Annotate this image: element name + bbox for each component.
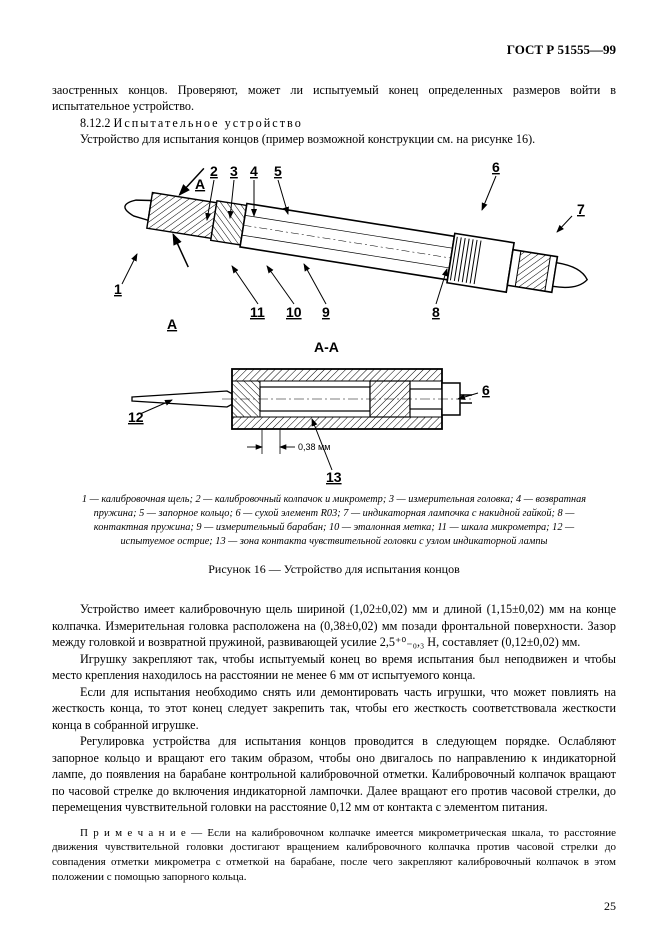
svg-text:6: 6 bbox=[492, 159, 500, 175]
figure-legend: 1 — калибровочная щель; 2 — калибровочны… bbox=[72, 493, 596, 549]
para-5: Игрушку закрепляют так, чтобы испытуемый… bbox=[52, 651, 616, 684]
para-6: Если для испытания необходимо снять или … bbox=[52, 684, 616, 733]
para-4: Устройство имеет калибровочную щель шири… bbox=[52, 601, 616, 650]
figure-caption: Рисунок 16 — Устройство для испытания ко… bbox=[52, 562, 616, 577]
top-assembly bbox=[117, 157, 595, 329]
svg-text:10: 10 bbox=[286, 304, 302, 320]
svg-text:5: 5 bbox=[274, 163, 282, 179]
para-2: 8.12.2 Испытательное устройство bbox=[52, 115, 616, 131]
section-aa: 0,38 мм 6 bbox=[132, 369, 490, 454]
figure-16: A A 2 3 4 5 6 7 1 11 10 9 8 bbox=[52, 154, 616, 489]
body-after: Устройство имеет калибровочную щель шири… bbox=[52, 601, 616, 815]
legend-text: 1 — калибровочная щель; 2 — калибровочны… bbox=[82, 494, 586, 547]
para-1: заостренных концов. Проверяют, может ли … bbox=[52, 82, 616, 115]
page-number: 25 bbox=[604, 899, 616, 914]
note-text: П р и м е ч а н и е — Если на калибровоч… bbox=[52, 826, 616, 885]
para-7: Регулировка устройства для испытания кон… bbox=[52, 733, 616, 815]
clause-title: Испытательное устройство bbox=[114, 116, 303, 130]
svg-text:7: 7 bbox=[577, 201, 585, 217]
note-block: П р и м е ч а н и е — Если на калибровоч… bbox=[52, 826, 616, 885]
svg-text:11: 11 bbox=[250, 304, 265, 320]
label-13: 13 bbox=[326, 469, 342, 485]
label-A-top: A bbox=[195, 176, 205, 192]
label-12: 12 bbox=[128, 409, 144, 425]
svg-text:6: 6 bbox=[482, 382, 490, 398]
body-text: заостренных концов. Проверяют, может ли … bbox=[52, 82, 616, 148]
svg-text:4: 4 bbox=[250, 163, 258, 179]
para-3: Устройство для испытания концов (пример … bbox=[52, 131, 616, 147]
svg-text:8: 8 bbox=[432, 304, 440, 320]
dim-038: 0,38 мм bbox=[298, 442, 330, 452]
svg-text:9: 9 bbox=[322, 304, 330, 320]
clause-number: 8.12.2 bbox=[80, 116, 114, 130]
svg-text:3: 3 bbox=[230, 163, 238, 179]
svg-text:1: 1 bbox=[114, 281, 122, 297]
svg-text:2: 2 bbox=[210, 163, 218, 179]
label-A-bottom: A bbox=[167, 316, 177, 332]
section-aa-title: A-A bbox=[314, 339, 339, 355]
doc-header: ГОСТ Р 51555—99 bbox=[52, 42, 616, 58]
